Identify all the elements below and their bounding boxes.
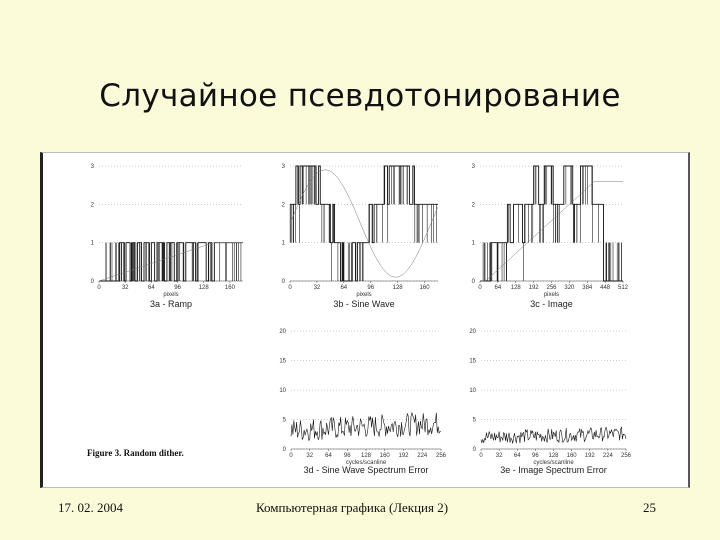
plot-title: 3b - Sine Wave [333,299,394,309]
x-tick-label: 96 [344,453,351,459]
x-tick-label: 192 [585,453,596,459]
plot-title: 3d - Sine Wave Spectrum Error [304,465,429,475]
y-tick-label: 1 [472,241,476,247]
input-signal-line [480,181,623,282]
x-tick-label: 160 [380,453,391,459]
x-tick-label: 0 [289,453,293,459]
y-tick-label: 10 [279,388,286,394]
spectrum-error-line [290,411,442,442]
x-tick-label: 32 [122,285,129,291]
x-tick-label: 128 [361,453,372,459]
x-tick-label: 192 [398,453,409,459]
y-tick-label: 0 [283,447,287,453]
x-tick-label: 256 [621,453,632,459]
x-tick-label: 224 [417,453,428,459]
spectrum-error-line [480,426,627,444]
y-tick-label: 10 [469,388,476,394]
x-tick-label: 64 [495,285,502,291]
x-tick-label: 320 [564,285,575,291]
footer-page-number: 25 [643,500,656,515]
x-tick-label: 128 [548,453,559,459]
y-tick-label: 0 [472,279,476,285]
x-axis-label: cycles/scanline [533,460,574,466]
x-tick-label: 128 [199,285,210,291]
figure-caption: Figure 3. Random dither. [87,448,184,458]
y-tick-label: 20 [279,329,286,335]
x-axis-label: pixels [544,292,559,298]
x-tick-label: 32 [496,453,503,459]
dither-output-line [480,165,623,282]
y-tick-label: 2 [282,202,286,208]
y-tick-label: 1 [282,241,286,247]
slide-title: Случайное псевдотонирование [99,78,621,114]
x-tick-label: 64 [148,285,155,291]
y-tick-label: 0 [91,279,95,285]
y-tick-label: 5 [473,418,477,424]
x-tick-label: 192 [529,285,540,291]
x-tick-label: 64 [325,453,332,459]
plot-title: 3c - Image [530,299,573,309]
x-tick-label: 256 [546,285,557,291]
x-tick-label: 0 [478,285,482,291]
y-tick-label: 20 [469,329,476,335]
x-tick-label: 160 [567,453,578,459]
x-tick-label: 96 [367,285,374,291]
scanned-figure: 0 1 2 3 0 32 64 96 128 160 pixels 3a - Ramp 0 1 2 3 0 32 6… [40,152,690,488]
x-tick-label: 128 [393,285,404,291]
x-tick-label: 224 [603,453,614,459]
y-tick-label: 1 [91,241,95,247]
y-tick-label: 2 [472,202,476,208]
x-axis-label: pixels [163,292,178,298]
x-tick-label: 160 [420,285,431,291]
footer-date: 17. 02. 2004 [58,500,123,515]
y-tick-label: 3 [91,164,95,170]
dither-output-line [99,242,243,282]
x-tick-label: 64 [340,285,347,291]
x-axis-label: cycles/scanline [346,460,387,466]
x-tick-label: 32 [314,285,321,291]
x-tick-label: 96 [532,453,539,459]
x-tick-label: 128 [511,285,522,291]
x-tick-label: 0 [97,285,101,291]
y-tick-label: 3 [472,164,476,170]
y-tick-label: 0 [282,279,286,285]
x-tick-label: 32 [306,453,313,459]
y-tick-label: 0 [473,447,477,453]
input-signal-line [289,169,439,278]
x-tick-label: 384 [582,285,593,291]
plot-title: 3e - Image Spectrum Error [500,465,607,475]
x-tick-label: 512 [618,285,629,291]
input-signal-line [98,242,243,282]
x-axis-label: pixels [356,292,371,298]
x-tick-label: 96 [174,285,181,291]
y-tick-label: 15 [469,359,476,365]
y-tick-label: 15 [279,359,286,365]
y-tick-label: 3 [282,164,286,170]
y-tick-label: 2 [91,202,95,208]
x-tick-label: 0 [479,453,483,459]
x-tick-label: 160 [225,285,236,291]
dither-output-line [290,165,438,282]
y-tick-label: 5 [283,418,287,424]
plot-title: 3a - Ramp [150,299,192,309]
footer-course: Компьютерная графика (Лекция 2) [256,500,449,515]
x-tick-label: 256 [436,453,447,459]
x-tick-label: 0 [288,285,292,291]
x-tick-label: 448 [600,285,611,291]
x-tick-label: 64 [514,453,521,459]
